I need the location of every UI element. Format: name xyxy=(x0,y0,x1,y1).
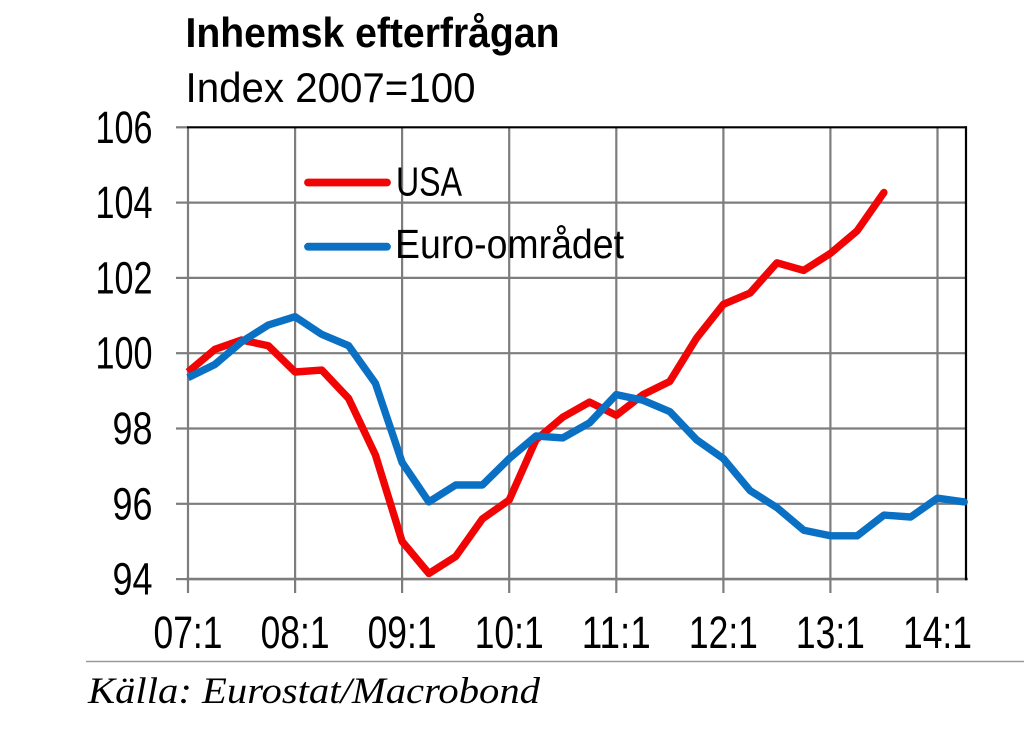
svg-text:14:1: 14:1 xyxy=(903,607,972,658)
svg-text:10:1: 10:1 xyxy=(475,607,544,658)
svg-text:94: 94 xyxy=(113,554,153,605)
svg-text:96: 96 xyxy=(113,478,153,529)
svg-text:09:1: 09:1 xyxy=(368,607,437,658)
svg-text:11:1: 11:1 xyxy=(582,607,651,658)
svg-text:07:1: 07:1 xyxy=(154,607,223,658)
svg-text:102: 102 xyxy=(96,252,153,303)
svg-text:08:1: 08:1 xyxy=(261,607,330,658)
svg-text:Inhemsk efterfrågan: Inhemsk efterfrågan xyxy=(186,9,560,56)
svg-text:USA: USA xyxy=(396,158,463,204)
svg-text:98: 98 xyxy=(113,403,153,454)
svg-text:Euro-området: Euro-området xyxy=(395,221,625,267)
svg-text:13:1: 13:1 xyxy=(796,607,865,658)
svg-text:Index 2007=100: Index 2007=100 xyxy=(186,64,476,111)
svg-text:12:1: 12:1 xyxy=(689,607,758,658)
svg-text:106: 106 xyxy=(96,102,153,153)
svg-text:104: 104 xyxy=(96,177,153,228)
svg-text:Källa: Eurostat/Macrobond: Källa: Eurostat/Macrobond xyxy=(87,671,541,712)
svg-text:100: 100 xyxy=(96,328,153,379)
